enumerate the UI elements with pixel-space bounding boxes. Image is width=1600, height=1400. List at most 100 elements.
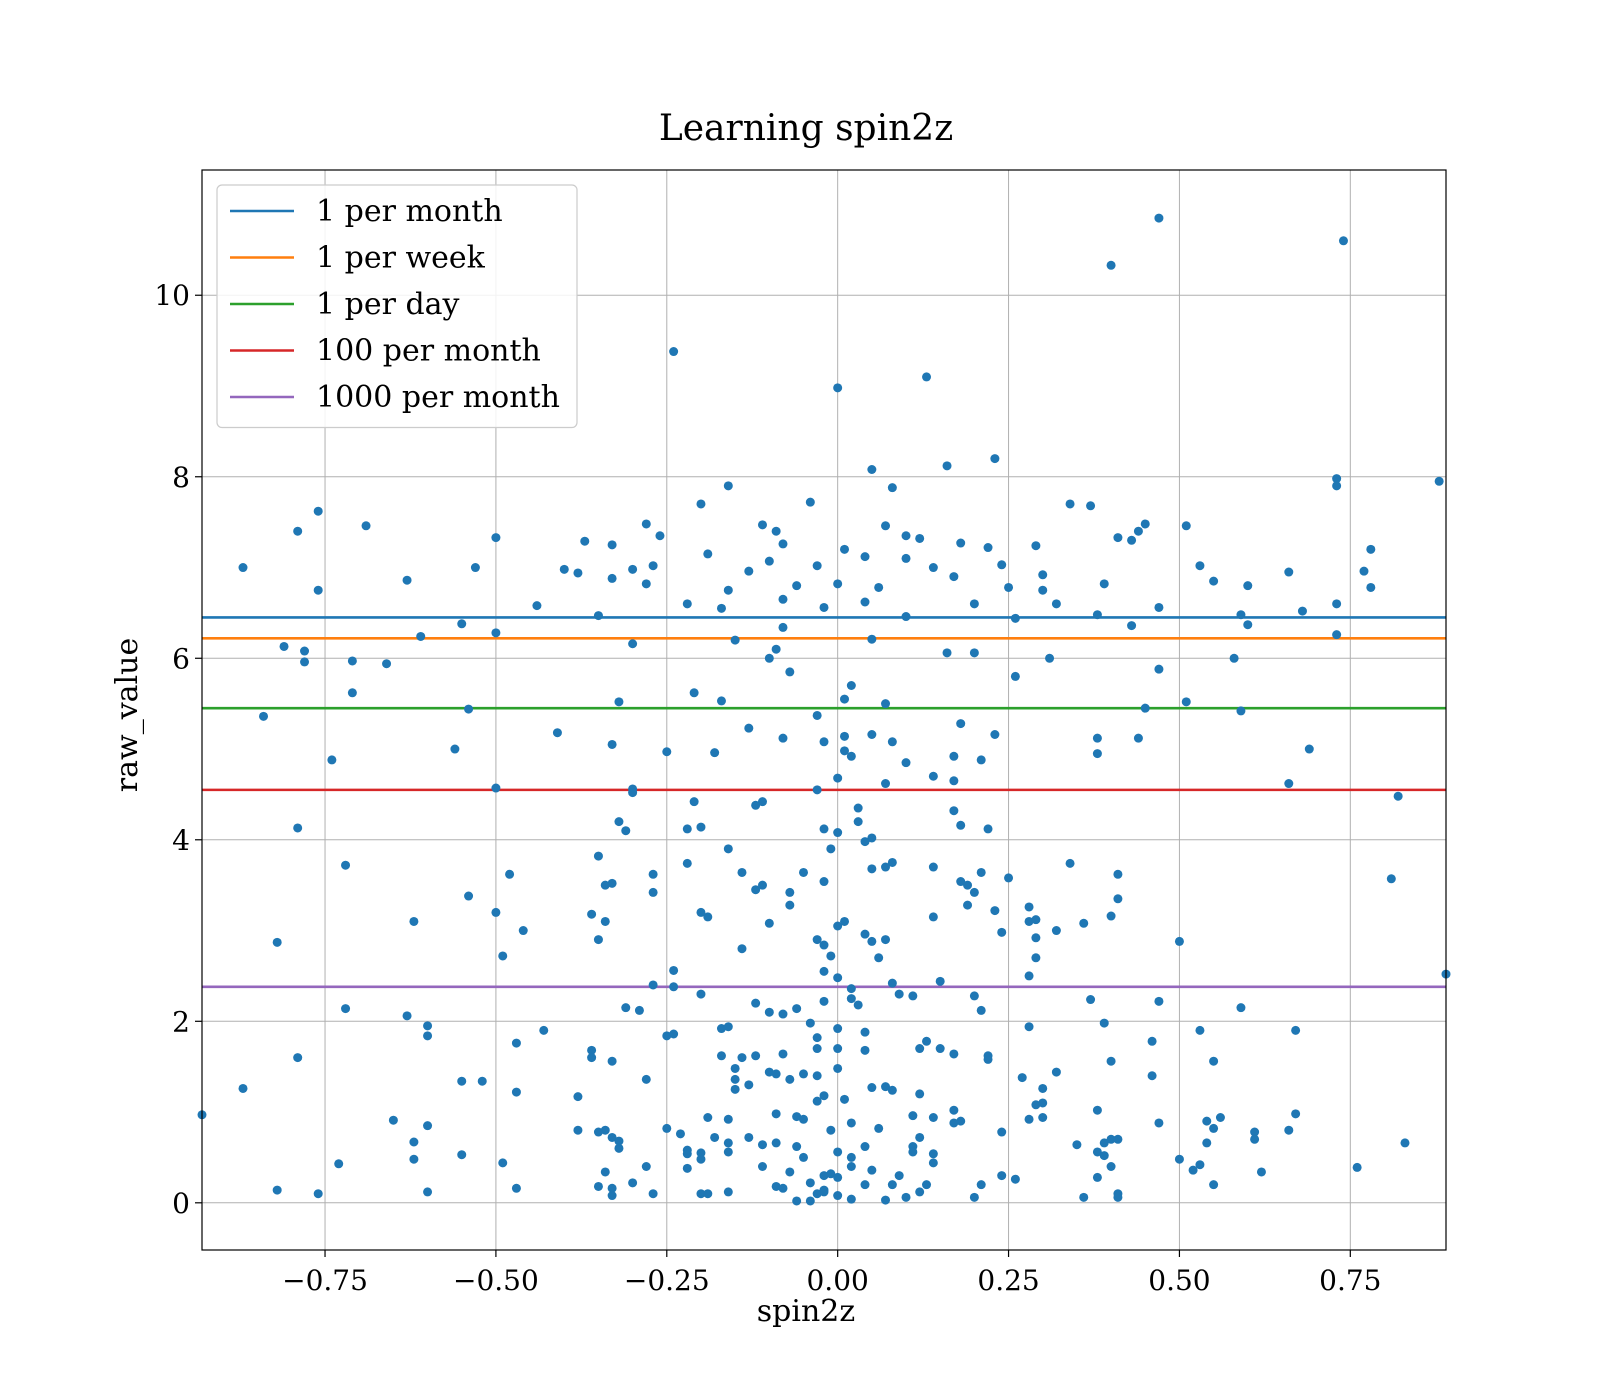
data-point [682,1163,692,1173]
data-point [833,973,843,983]
data-point [860,837,870,847]
x-tick-label: −0.75 [282,1264,368,1297]
data-point [792,1142,802,1152]
data-point [1113,1192,1123,1202]
data-point [682,1149,692,1159]
data-point [1243,620,1253,630]
data-point [600,1167,610,1177]
data-point [300,657,310,667]
data-point [1092,733,1102,743]
y-ticks-layer: 0 2 4 6 8 10 [154,279,202,1220]
data-point [949,572,959,582]
data-point [1038,585,1048,595]
data-point [819,1185,829,1195]
data-point [833,1191,843,1201]
data-point [1284,779,1294,789]
data-point [573,1125,583,1135]
data-point [669,965,679,975]
data-point [1092,1105,1102,1115]
data-point [511,1087,521,1097]
data-point [607,1191,617,1201]
data-point [641,519,651,529]
data-point [1154,664,1164,674]
data-point [723,1147,733,1157]
data-point [1038,570,1048,580]
data-point [1236,610,1246,620]
data-point [1209,1123,1219,1133]
data-point [757,880,767,890]
data-point [757,520,767,530]
data-point [778,1183,788,1193]
data-point [313,1189,323,1199]
data-point [593,611,603,621]
data-point [860,1142,870,1152]
data-point [942,461,952,471]
data-point [491,628,501,638]
data-point [1086,995,1096,1005]
data-point [764,556,774,566]
data-point [716,1024,726,1034]
data-point [860,1027,870,1037]
data-point [587,1045,597,1055]
data-point [1209,576,1219,586]
data-point [833,1172,843,1182]
data-point [881,779,891,789]
data-point [716,603,726,613]
data-point [833,383,843,393]
data-point [983,824,993,834]
data-point [1195,1160,1205,1170]
data-point [293,526,303,536]
data-point [1106,911,1116,921]
data-point [1099,579,1109,589]
data-point [1051,926,1061,936]
data-point [682,858,692,868]
data-point [826,1169,836,1179]
chart-title: Learning spin2z [659,108,953,149]
data-point [723,1138,733,1148]
data-point [1031,915,1041,925]
data-point [778,1009,788,1019]
data-point [737,867,747,877]
data-point [846,1152,856,1162]
plot-frame [201,169,1447,1251]
data-point [1147,1071,1157,1081]
data-point [272,1185,282,1195]
data-point [1297,606,1307,616]
data-point [710,1132,720,1142]
data-point [901,1192,911,1202]
data-point [812,1189,822,1199]
data-point [1099,1018,1109,1028]
data-point [744,1132,754,1142]
data-point [846,751,856,761]
data-point [812,710,822,720]
data-point [1154,213,1164,223]
data-point [922,1036,932,1046]
data-point [1366,582,1376,592]
data-point [812,561,822,571]
data-point [1304,744,1314,754]
data-point [860,552,870,562]
data-point [840,544,850,554]
data-point [894,1171,904,1181]
data-point [826,1125,836,1135]
data-point [388,1115,398,1125]
data-point [737,944,747,954]
data-point [1024,902,1034,912]
data-point [723,844,733,854]
data-point [874,953,884,963]
data-point [518,926,528,936]
data-point [1386,874,1396,884]
data-point [956,538,966,548]
data-point [908,1147,918,1157]
data-point [1127,621,1137,631]
data-point [703,912,713,922]
data-point [402,1011,412,1021]
data-point [778,539,788,549]
data-point [628,788,638,798]
data-point [1434,476,1444,486]
data-point [867,1165,877,1175]
data-point [963,900,973,910]
data-point [327,755,337,765]
data-point [1332,474,1342,484]
data-point [641,1162,651,1172]
